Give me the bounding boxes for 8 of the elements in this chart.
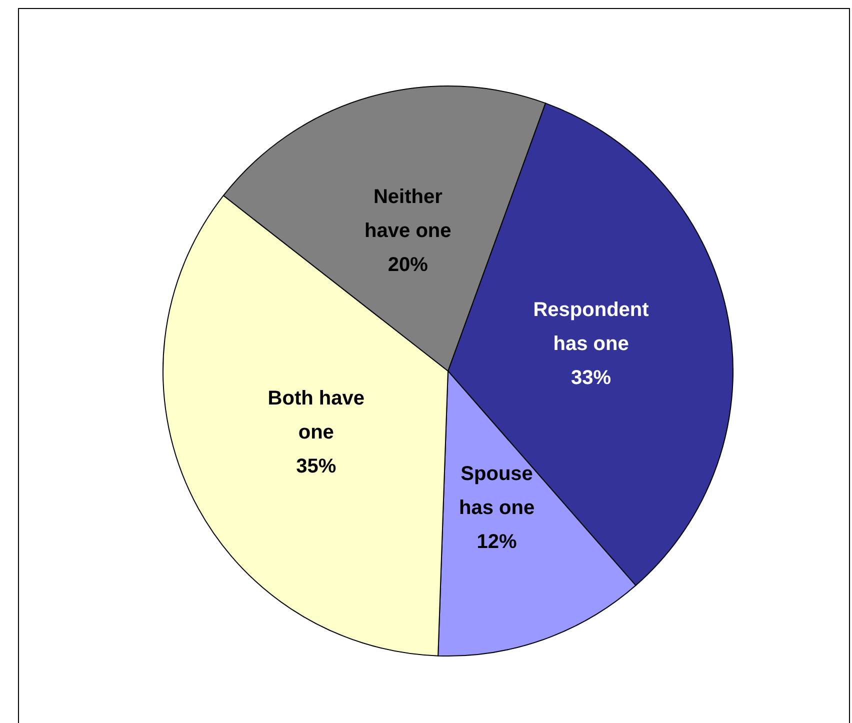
data-label: 35% bbox=[296, 455, 336, 478]
slice-label: Spouse has one bbox=[459, 463, 535, 520]
slice-label: Neither have one bbox=[364, 186, 452, 242]
slice-label: Respondent has one bbox=[533, 299, 650, 356]
slice-label: Both have one bbox=[268, 387, 364, 444]
data-label: 20% bbox=[388, 254, 428, 276]
data-label: 12% bbox=[476, 531, 518, 554]
data-label: 33% bbox=[571, 367, 612, 390]
